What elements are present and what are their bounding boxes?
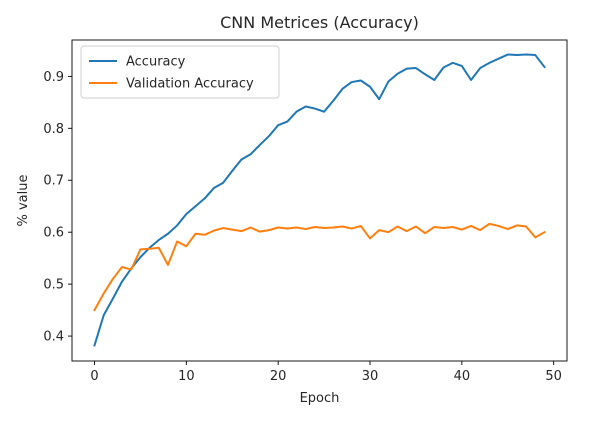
x-tick-label: 0 [90, 369, 98, 384]
x-tick-label: 50 [545, 369, 562, 384]
y-tick-label: 0.7 [43, 174, 64, 189]
x-axis-label: Epoch [300, 391, 340, 406]
legend-label-1: Accuracy [126, 55, 186, 70]
x-tick-label: 10 [178, 369, 195, 384]
y-tick-label: 0.8 [43, 122, 64, 137]
series-line-1 [93, 53, 546, 347]
legend-label-2: Validation Accuracy [126, 77, 254, 92]
y-tick-label: 0.4 [43, 330, 64, 345]
legend-box [80, 45, 280, 99]
y-tick-label: 0.5 [43, 278, 64, 293]
y-axis-label: % value [16, 175, 31, 227]
y-tick-label: 0.6 [43, 226, 64, 241]
x-tick-label: 30 [362, 369, 379, 384]
plot-frame [71, 39, 568, 362]
x-tick-label: 20 [270, 369, 287, 384]
chart-title: CNN Metrices (Accuracy) [220, 13, 419, 32]
x-tick-label: 40 [454, 369, 471, 384]
series-line-2 [93, 222, 546, 312]
y-tick-label: 0.9 [43, 70, 64, 85]
